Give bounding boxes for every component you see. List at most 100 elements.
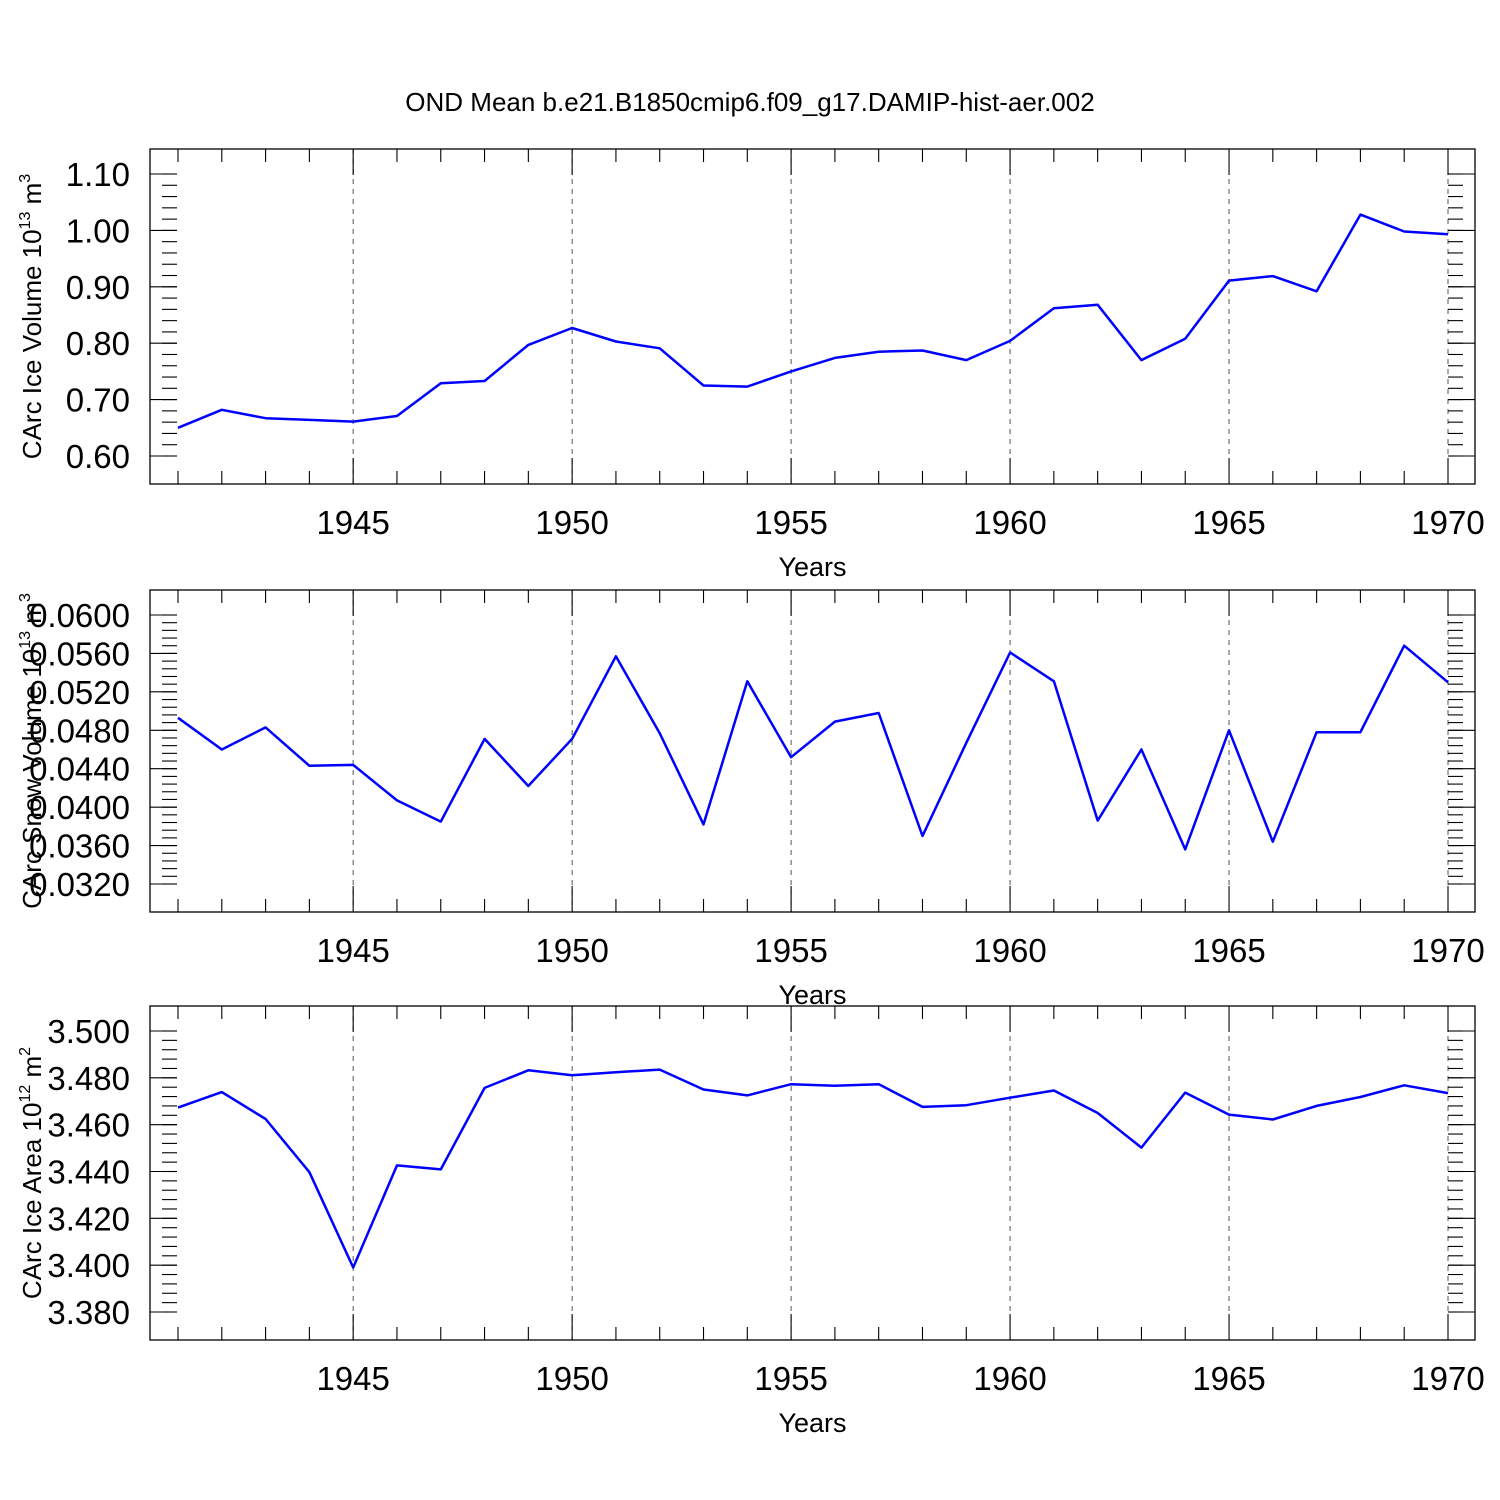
data-point xyxy=(1271,274,1275,278)
data-point xyxy=(745,1093,749,1097)
data-line-ice-area xyxy=(177,1068,1449,1269)
panel-snow-volume: 0.03200.03600.04000.04400.04800.05200.05… xyxy=(17,589,1485,1010)
data-point xyxy=(1096,1111,1100,1115)
y-axis-label: CArc Ice Volume 1013 m3 xyxy=(17,174,47,459)
x-axis-label: Years xyxy=(778,1408,846,1438)
y-tick-label: 3.480 xyxy=(47,1060,130,1097)
x-tick-label: 1950 xyxy=(535,504,608,541)
y-tick-label: 3.500 xyxy=(47,1013,130,1050)
data-point xyxy=(877,711,881,715)
panel-ice-area: 3.380 3.400 3.420 3.440 3.460 3.480 3.500 1945 1… xyxy=(17,1005,1485,1438)
data-point xyxy=(570,737,574,741)
data-point xyxy=(1052,679,1056,683)
data-point xyxy=(1183,337,1187,341)
data-point xyxy=(1227,1113,1231,1117)
data-point xyxy=(1446,1091,1450,1095)
y-tick-label: 3.400 xyxy=(47,1247,130,1284)
x-tick-label: 1965 xyxy=(1192,932,1265,969)
x-tick-label: 1965 xyxy=(1192,504,1265,541)
x-tick-label: 1960 xyxy=(973,1360,1046,1397)
data-point xyxy=(1008,1096,1012,1100)
data-point xyxy=(964,1103,968,1107)
y-tick-label: 0.0360 xyxy=(29,828,130,865)
data-point xyxy=(833,720,837,724)
data-point xyxy=(833,356,837,360)
y-axis-label: CArc Ice Area 1012 m2 xyxy=(17,1047,47,1299)
y-tick-label: 3.380 xyxy=(47,1294,130,1331)
data-point xyxy=(439,381,443,385)
x-tick-label: 1970 xyxy=(1411,1360,1484,1397)
data-point xyxy=(1271,840,1275,844)
x-tick-label: 1945 xyxy=(316,1360,389,1397)
data-point xyxy=(526,1068,530,1072)
data-point xyxy=(264,1117,268,1121)
x-tick-label: 1945 xyxy=(316,932,389,969)
data-point xyxy=(614,654,618,658)
data-point xyxy=(264,416,268,420)
y-tick-label: 0.0520 xyxy=(29,674,130,711)
data-point xyxy=(920,1105,924,1109)
y-tick-label: 0.70 xyxy=(66,382,130,419)
x-tick-label: 1960 xyxy=(973,504,1046,541)
y-tick-label: 0.0480 xyxy=(29,712,130,749)
data-point xyxy=(789,755,793,759)
data-point xyxy=(702,822,706,826)
data-point xyxy=(220,1090,224,1094)
data-point xyxy=(264,725,268,729)
data-point xyxy=(614,1070,618,1074)
data-point xyxy=(176,426,180,430)
x-tick-label: 1955 xyxy=(754,1360,827,1397)
x-tick-label: 1950 xyxy=(535,932,608,969)
data-point xyxy=(439,820,443,824)
x-tick-label: 1955 xyxy=(754,504,827,541)
data-point xyxy=(1096,303,1100,307)
data-point xyxy=(176,1106,180,1110)
data-point xyxy=(1358,730,1362,734)
data-point xyxy=(1052,1088,1056,1092)
data-point xyxy=(1358,213,1362,217)
y-tick-label: 1.10 xyxy=(66,156,130,193)
data-point xyxy=(1139,748,1143,752)
plot-frame xyxy=(149,589,1476,913)
data-point xyxy=(1315,1104,1319,1108)
y-tick-label: 3.420 xyxy=(47,1200,130,1237)
x-tick-label: 1955 xyxy=(754,932,827,969)
data-point xyxy=(570,326,574,330)
data-point xyxy=(658,1068,662,1072)
data-point xyxy=(307,418,311,422)
data-point xyxy=(702,1088,706,1092)
data-point xyxy=(483,1086,487,1090)
data-point xyxy=(395,414,399,418)
data-point xyxy=(307,764,311,768)
data-point xyxy=(307,1170,311,1174)
y-tick-label: 1.00 xyxy=(66,212,130,249)
y-tick-label: 3.440 xyxy=(47,1154,130,1191)
data-point xyxy=(1446,232,1450,236)
x-tick-label: 1970 xyxy=(1411,504,1484,541)
data-point xyxy=(1271,1118,1275,1122)
chart-title: OND Mean b.e21.B1850cmip6.f09_g17.DAMIP-… xyxy=(405,87,1094,117)
data-point xyxy=(1139,358,1143,362)
y-tick-label: 0.60 xyxy=(66,438,130,475)
data-point xyxy=(220,748,224,752)
y-tick-label: 0.0320 xyxy=(29,866,130,903)
data-point xyxy=(1008,650,1012,654)
data-line-ice-volume xyxy=(177,213,1449,429)
data-point xyxy=(1402,644,1406,648)
data-point xyxy=(964,741,968,745)
panel-ice-volume: 0.60 0.70 0.80 0.90 1.00 1.10 1945 1950 1955 1960… xyxy=(17,148,1485,582)
y-tick-label: 0.80 xyxy=(66,325,130,362)
data-point xyxy=(1139,1146,1143,1150)
data-point xyxy=(395,1163,399,1167)
x-tick-label: 1970 xyxy=(1411,932,1484,969)
data-point xyxy=(1402,1083,1406,1087)
data-point xyxy=(1183,847,1187,851)
data-point xyxy=(220,408,224,412)
y-tick-label: 0.0600 xyxy=(29,597,130,634)
data-point xyxy=(1358,1095,1362,1099)
data-point xyxy=(702,384,706,388)
x-axis-label: Years xyxy=(778,980,846,1010)
data-point xyxy=(1227,728,1231,732)
data-point xyxy=(833,1084,837,1088)
